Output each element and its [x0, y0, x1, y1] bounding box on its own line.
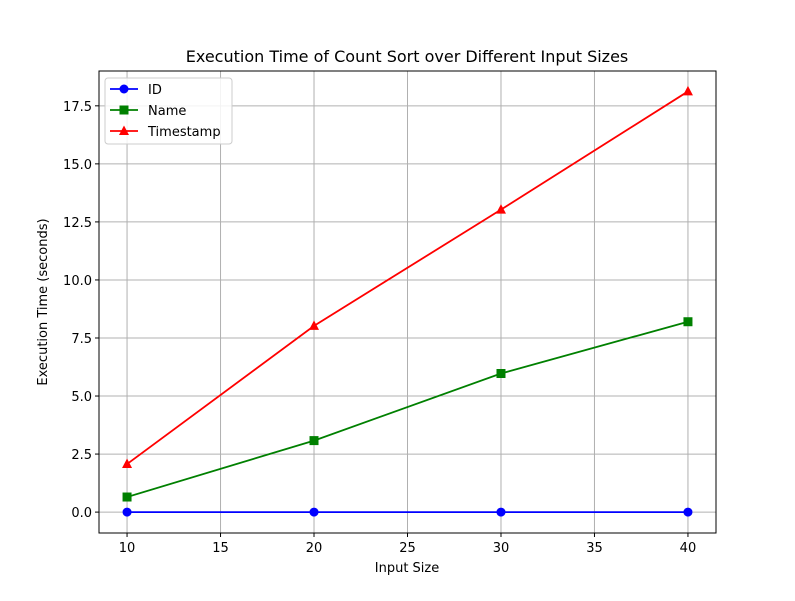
- data-point: [309, 320, 320, 330]
- data-point: [496, 369, 506, 379]
- y-tick-label: 5.0: [71, 390, 92, 405]
- y-tick-label: 0.0: [71, 506, 92, 521]
- series-id: [122, 507, 693, 517]
- y-tick-label: 15.0: [63, 158, 92, 173]
- legend-item: Name: [110, 104, 186, 119]
- data-point: [683, 507, 693, 517]
- legend-marker: [119, 105, 129, 115]
- x-tick-label: 35: [586, 541, 603, 556]
- data-point: [122, 492, 132, 502]
- legend-item: Timestamp: [110, 125, 221, 140]
- legend: ID Name Timestamp: [104, 77, 233, 145]
- legend-label: Name: [148, 104, 186, 119]
- legend-label: Timestamp: [147, 125, 221, 140]
- data-point: [122, 458, 133, 469]
- x-tick-label: 30: [493, 541, 510, 556]
- legend-item: ID: [110, 83, 162, 98]
- legend-box: [104, 77, 233, 145]
- series-line: [126, 90, 689, 465]
- y-tick-label: 10.0: [63, 274, 92, 289]
- data-point: [122, 507, 132, 517]
- x-tick-label: 20: [306, 541, 323, 556]
- y-tick-label: 17.5: [63, 100, 92, 115]
- y-tick-label: 12.5: [63, 216, 92, 231]
- x-tick-label: 15: [212, 541, 229, 556]
- legend-marker: [119, 84, 129, 94]
- data-point: [495, 204, 506, 214]
- chart-title: Execution Time of Count Sort over Differ…: [186, 47, 629, 66]
- series-name: [122, 317, 693, 502]
- grid-lines: [99, 71, 716, 533]
- x-tick-label: 10: [119, 541, 136, 556]
- y-axis-label: Execution Time (seconds): [36, 218, 51, 385]
- y-tick-label: 2.5: [71, 448, 92, 463]
- data-point: [309, 436, 319, 446]
- data-point: [496, 507, 506, 517]
- x-tick-label: 25: [399, 541, 416, 556]
- data-point: [683, 317, 693, 327]
- legend-marker: [119, 125, 129, 135]
- x-tick-label: 40: [680, 541, 697, 556]
- series-timestamp: [122, 85, 693, 469]
- series-line: [126, 320, 689, 498]
- series-lines: [122, 85, 693, 517]
- x-axis-ticks: 10 15 20 25 30 35 40: [119, 533, 696, 556]
- data-point: [309, 507, 319, 517]
- legend-label: ID: [148, 83, 162, 98]
- x-axis-label: Input Size: [375, 561, 439, 576]
- y-tick-label: 7.5: [71, 332, 92, 347]
- data-point: [682, 85, 693, 96]
- y-axis-ticks: 0.0 2.5 5.0 7.5 10.0 12.5 15.0 17.5: [63, 100, 99, 521]
